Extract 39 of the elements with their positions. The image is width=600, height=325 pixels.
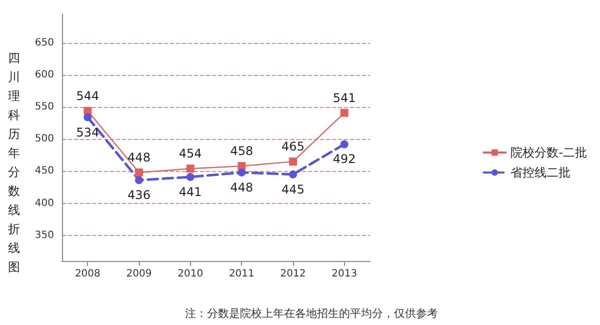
data-label: 436 bbox=[128, 188, 150, 202]
point bbox=[186, 172, 194, 181]
text: 四川理科历年分数线折线图 bbox=[8, 51, 20, 274]
point bbox=[135, 168, 143, 176]
data-label: 448 bbox=[128, 150, 150, 164]
point bbox=[238, 168, 246, 176]
x-tick-label: 2008 bbox=[74, 268, 100, 280]
x-tick-label: 2013 bbox=[332, 268, 358, 280]
legend-label: 院校分数-二批 bbox=[510, 146, 588, 160]
point bbox=[84, 113, 92, 122]
data-label: 544 bbox=[76, 88, 100, 103]
point bbox=[186, 164, 194, 173]
text: 注：分数是院校上年在各地招生的平均分，仅供参考 bbox=[185, 307, 438, 320]
point bbox=[340, 108, 348, 117]
point bbox=[289, 158, 297, 166]
y-tick-label: 600 bbox=[34, 69, 54, 80]
x-tick-label: 2010 bbox=[178, 268, 204, 280]
point bbox=[340, 140, 348, 148]
data-label: 448 bbox=[230, 180, 254, 194]
data-label: 465 bbox=[282, 140, 304, 154]
data-label: 454 bbox=[178, 146, 202, 161]
data-label: 445 bbox=[282, 182, 304, 196]
legend-label: 省控线二批 bbox=[510, 166, 571, 180]
x-tick-label: 2009 bbox=[126, 268, 152, 280]
data-label: 458 bbox=[230, 144, 254, 158]
y-tick-label: 500 bbox=[34, 134, 54, 145]
point bbox=[289, 170, 297, 178]
y-tick-label: 550 bbox=[34, 102, 54, 113]
x-tick-label: 2011 bbox=[228, 268, 254, 280]
data-label: 441 bbox=[178, 184, 202, 199]
data-label: 534 bbox=[76, 125, 100, 140]
y-tick-label: 450 bbox=[34, 166, 54, 177]
data-label: 541 bbox=[332, 90, 356, 105]
y-tick-label: 350 bbox=[34, 230, 54, 241]
data-label: 492 bbox=[332, 152, 356, 166]
y-tick-label: 400 bbox=[34, 198, 54, 209]
x-tick-label: 2012 bbox=[280, 268, 306, 280]
point bbox=[135, 176, 143, 184]
y-tick-label: 650 bbox=[34, 37, 54, 48]
